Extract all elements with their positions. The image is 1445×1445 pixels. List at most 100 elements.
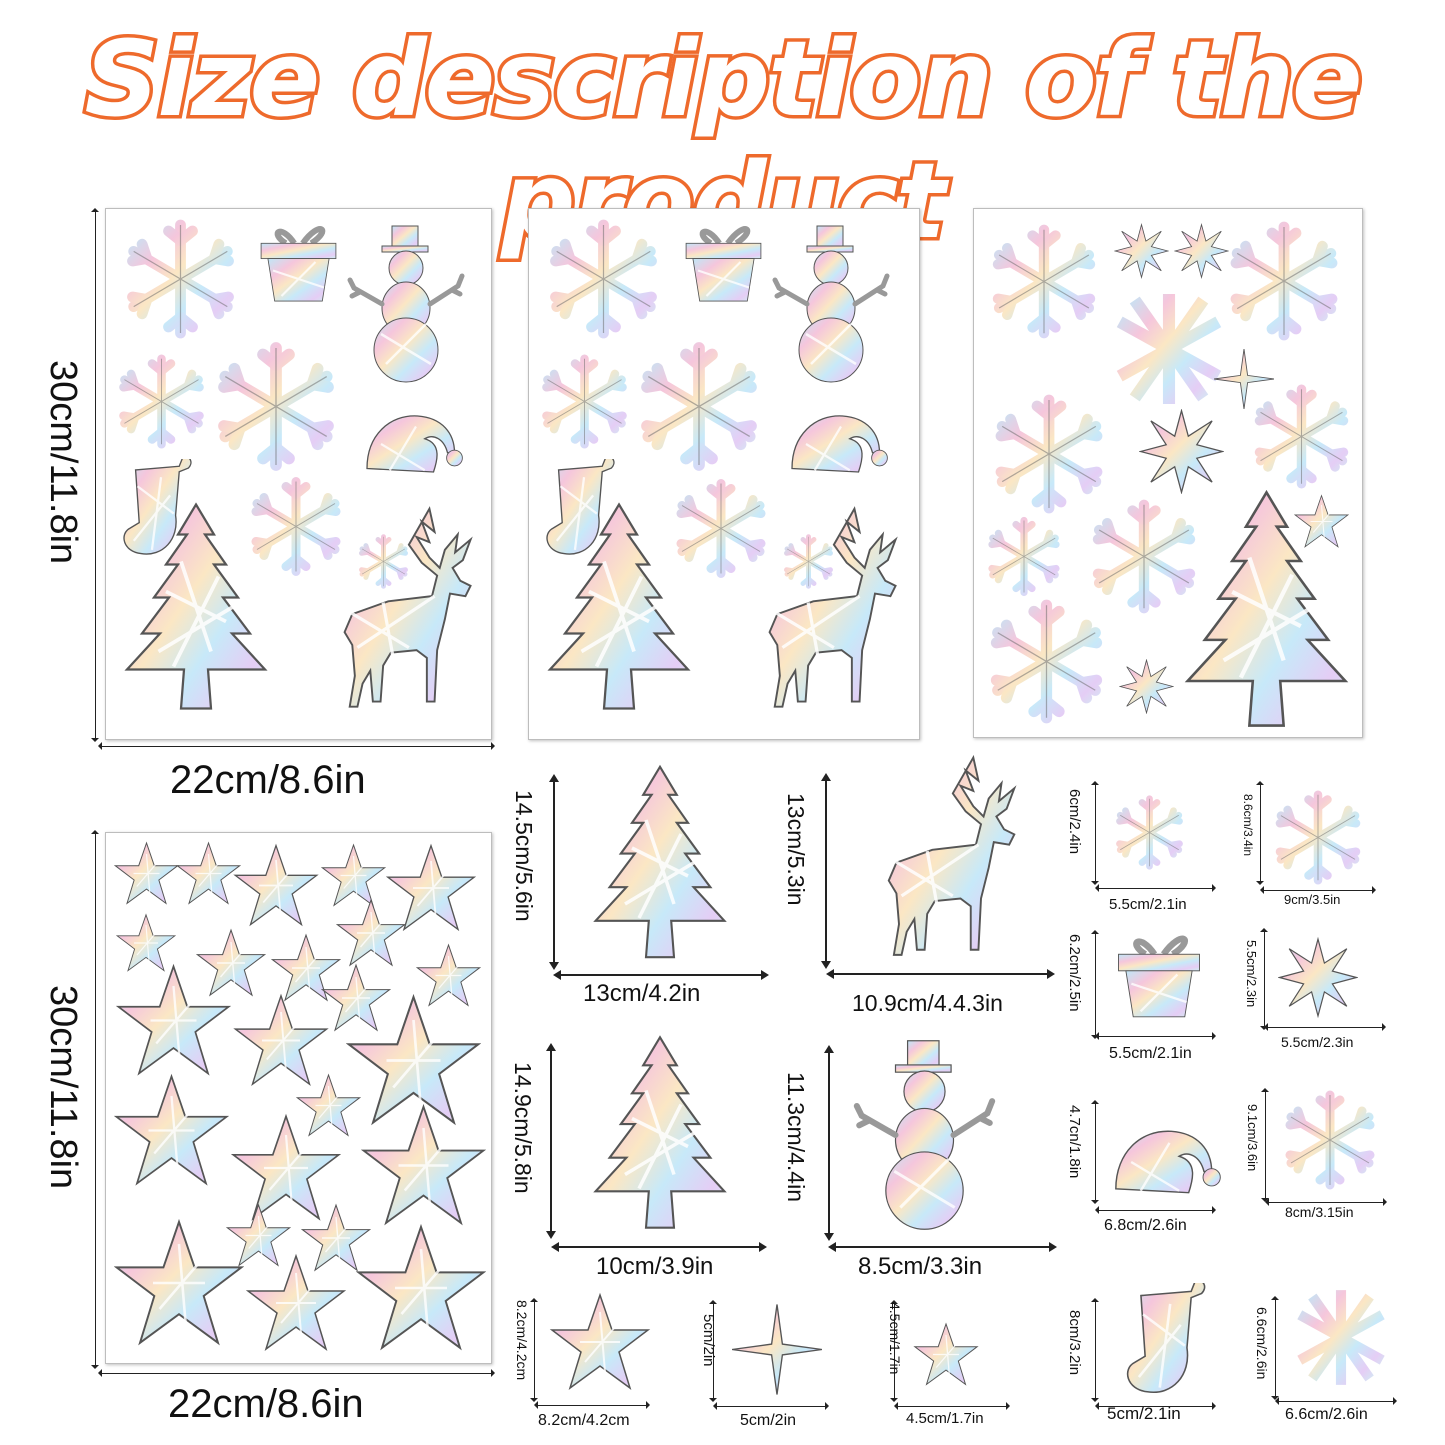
item-width-label: 5.5cm/2.1in (1109, 1045, 1192, 1062)
dimension-line (1095, 1206, 1216, 1214)
four-point-star-icon (732, 1302, 822, 1397)
snowflake-icon (114, 354, 209, 449)
star-icon (246, 1253, 346, 1353)
dimension-line (1271, 1296, 1279, 1400)
item-width-label: 5.5cm/2.3in (1281, 1034, 1354, 1050)
star-small-icon (912, 1322, 980, 1387)
dimension-line (549, 774, 559, 970)
sheet-height-label: 30cm/11.8in (42, 985, 84, 1190)
dimension-line (534, 1401, 650, 1409)
snowflake-icon (1249, 384, 1354, 489)
dimension-line (821, 773, 831, 969)
item-height-label: 14.5cm/5.6in (511, 790, 537, 922)
reindeer-icon (845, 755, 1035, 960)
tree-with-star-icon (590, 1025, 730, 1240)
item-width-label: 8.2cm/4.2cm (538, 1412, 630, 1429)
dimension-line (1095, 1032, 1216, 1040)
star-icon (356, 1223, 486, 1353)
snowflake-icon (984, 599, 1109, 724)
star-icon (114, 1073, 229, 1188)
dimension-line (894, 1402, 1010, 1410)
item-height-label: 4.7cn/1.8in (1066, 1105, 1083, 1179)
dimension-line (1256, 781, 1264, 885)
item-width-label: 5cm/2in (740, 1412, 797, 1429)
gift-icon (1113, 922, 1205, 1027)
item-height-label: 9.1cm/3.6in (1245, 1104, 1260, 1172)
snowflake-icon (984, 514, 1064, 599)
sheet-height-label: 30cm/11.8in (42, 360, 84, 565)
star-icon (361, 1103, 486, 1228)
dimension-line (1091, 1298, 1099, 1402)
dimension-line (530, 1298, 538, 1402)
snowflake-icon (634, 334, 764, 479)
snowflake-icon (1112, 790, 1187, 875)
sticker-sheet-3 (973, 208, 1363, 738)
item-height-label: 4.5cm/1.7in (887, 1302, 903, 1375)
sheet-height-line (91, 830, 99, 1369)
sticker-sheet-4 (105, 832, 492, 1364)
snowman-icon (346, 219, 466, 389)
dimension-line (1264, 1023, 1386, 1031)
item-width-label: 13cm/4.2in (583, 980, 701, 1007)
reindeer-icon (731, 489, 911, 729)
item-width-label: 8.5cm/3.3in (858, 1253, 983, 1280)
star-icon (231, 843, 321, 928)
star-icon (114, 841, 179, 906)
dimension-line (1260, 886, 1376, 894)
dimension-line (713, 1402, 829, 1410)
item-height-label: 13cm/5.3in (783, 793, 809, 906)
star-icon (1174, 221, 1229, 281)
dimension-line (1265, 1198, 1387, 1206)
item-width-label: 10cm/3.9in (596, 1253, 714, 1280)
snowflake-icon (1114, 294, 1224, 404)
item-height-label: 5.5cm/2.3in (1244, 940, 1259, 1008)
dimension-line (890, 1300, 898, 1402)
item-height-label: 6.2cm/2.5in (1066, 934, 1083, 1012)
page-title: Size description of the product (81, 15, 1366, 266)
tree-icon (590, 762, 730, 962)
item-width-label: 9cm/3.5in (1284, 892, 1341, 907)
dimension-line (824, 1045, 834, 1241)
dimension-line (1091, 1100, 1099, 1204)
sheet-width-label: 22cm/8.6in (170, 758, 366, 802)
dimension-line (828, 1242, 1057, 1252)
star-icon (1139, 409, 1224, 494)
sheet-height-line (91, 208, 99, 742)
sticker-sheet-1 (105, 208, 492, 740)
dimension-line (1095, 1402, 1216, 1410)
dimension-line (1095, 884, 1216, 892)
item-height-label: 14.9cm/5.8in (510, 1062, 536, 1194)
sheet-width-line (98, 742, 495, 750)
eight-point-star-icon (1278, 935, 1358, 1020)
item-width-label: 6.6cm/2.6in (1285, 1406, 1368, 1423)
item-width-label: 8cm/3.15in (1285, 1204, 1354, 1220)
gift-icon (681, 217, 766, 307)
sticker-sheet-2 (528, 208, 920, 740)
snowflake-round-icon (1268, 790, 1368, 885)
snowflake-asterisk-icon (1295, 1290, 1387, 1385)
dimension-line (1091, 781, 1099, 885)
snowflake-icon (541, 219, 666, 339)
dimension-line (546, 1043, 556, 1239)
star-icon (116, 963, 231, 1078)
snowflake-icon (211, 334, 341, 479)
snowflake-icon (1224, 221, 1344, 341)
dimension-line (1275, 1397, 1397, 1405)
item-width-label: 6.8cm/2.6in (1104, 1217, 1187, 1234)
item-height-label: 6cm/2.4in (1066, 789, 1083, 855)
dimension-line (826, 969, 1055, 979)
dimension-line (1260, 928, 1268, 1030)
item-height-label: 6.6cm/2.6in (1254, 1307, 1270, 1380)
item-height-label: 5cm/2in (700, 1314, 717, 1367)
tree-icon (1179, 489, 1354, 729)
santa-hat-icon (1112, 1122, 1227, 1202)
snowflake-large-icon (1280, 1085, 1380, 1195)
dimension-line (709, 1300, 717, 1402)
snowman-icon (852, 1035, 997, 1235)
item-width-label: 5cm/2.1in (1107, 1404, 1181, 1423)
star-large-icon (545, 1292, 655, 1392)
star-icon (1119, 659, 1174, 714)
item-height-label: 8cm/3.2in (1066, 1310, 1083, 1376)
star-icon (114, 1218, 244, 1348)
star-icon (336, 898, 406, 968)
